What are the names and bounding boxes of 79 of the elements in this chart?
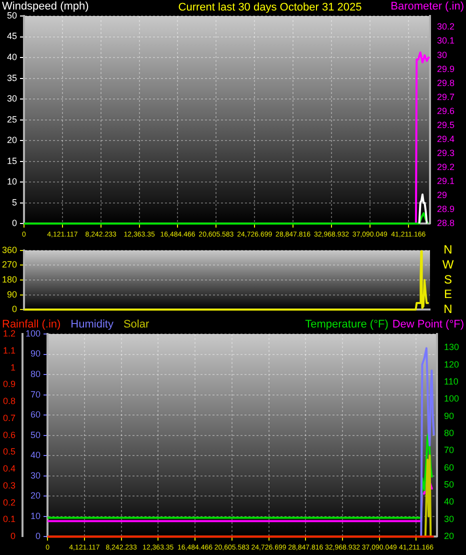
- y-tick-label: 100: [25, 328, 41, 338]
- y-tick-label: 20: [6, 135, 17, 146]
- y-tick-label: 70: [30, 389, 41, 400]
- y3-tick-label: 30: [444, 514, 454, 524]
- y-tick-label: 90: [6, 289, 17, 300]
- y2-tick-label: 29.7: [437, 92, 455, 102]
- y2-tick-label: 29: [437, 190, 448, 200]
- y-tick-label: 50: [6, 10, 17, 20]
- y3-tick-label: 70: [444, 445, 454, 456]
- y2-tick-label: 29.3: [437, 148, 455, 158]
- y2-tick-label: 30: [437, 50, 448, 60]
- y-tick-label: 40: [6, 52, 17, 62]
- text: Barometer (.in): [390, 0, 464, 13]
- y2-tick-label: 29.2: [437, 162, 455, 172]
- y2-tick-label: 1: [10, 362, 16, 372]
- y2-tick-label: 0.1: [2, 514, 16, 524]
- y3-tick-label: 80: [444, 428, 454, 438]
- y-tick-label: 25: [6, 114, 17, 124]
- y3-tick-label: 20: [444, 531, 454, 542]
- y-tick-label: 10: [30, 510, 41, 521]
- text: Solar: [123, 318, 150, 331]
- y-tick-label: 0: [12, 304, 17, 314]
- y2-tick-label: 30.1: [437, 36, 455, 46]
- y-tick-label: 360: [2, 244, 17, 255]
- y-tick-label: 45: [6, 31, 17, 42]
- y2-tick-label: 0.9: [2, 379, 16, 390]
- y2-tick-label: 1.1: [2, 345, 16, 356]
- text: N: [444, 302, 452, 316]
- y-tick-label: 30: [6, 94, 17, 104]
- y-tick-label: 15: [6, 156, 17, 166]
- y-tick-label: 5: [12, 197, 17, 208]
- y2-tick-label: 0.4: [2, 464, 16, 474]
- y3-tick-label: 40: [444, 496, 454, 507]
- y-tick-label: 30: [30, 470, 41, 480]
- y3-tick-label: 120: [444, 359, 460, 370]
- chart-title: Current last 30 days October 31 2025: [178, 2, 362, 14]
- y2-tick-label: 1.2: [2, 328, 16, 338]
- y2-tick-label: 0.6: [2, 430, 16, 440]
- y-tick-label: 80: [30, 369, 41, 380]
- y-tick-label: 60: [30, 410, 41, 420]
- y-tick-label: 40: [30, 450, 41, 460]
- text: Humidity: [70, 318, 114, 331]
- y-tick-label: 50: [30, 430, 41, 440]
- text: Windspeed (mph): [2, 0, 89, 13]
- y3-tick-label: 100: [444, 394, 460, 404]
- text: E: [444, 287, 452, 302]
- y2-tick-label: 0.7: [2, 412, 16, 423]
- y2-tick-label: 0.8: [2, 396, 16, 406]
- text: W: [442, 258, 454, 272]
- y2-tick-label: 29.8: [437, 78, 455, 88]
- y2-tick-label: 29.9: [437, 64, 455, 74]
- y2-tick-label: 0.5: [2, 446, 16, 457]
- y-tick-label: 10: [6, 176, 17, 187]
- y2-tick-label: 29.6: [437, 106, 455, 116]
- y2-tick-label: 28.8: [437, 218, 455, 228]
- text: S: [444, 272, 452, 286]
- y2-tick-label: 29.5: [437, 120, 455, 130]
- y-tick-label: 270: [2, 260, 17, 270]
- y3-tick-label: 60: [444, 462, 454, 472]
- y2-tick-label: 0.2: [2, 497, 16, 508]
- y-tick-label: 0: [12, 218, 17, 228]
- text: Temperature (°F): [305, 318, 388, 331]
- y3-tick-label: 50: [444, 480, 454, 490]
- y3-tick-label: 110: [444, 376, 458, 387]
- text: Dew Point (°F): [392, 318, 464, 331]
- y3-tick-label: 130: [444, 342, 460, 352]
- y-tick-label: 20: [30, 490, 41, 501]
- y2-tick-label: 0.3: [2, 480, 16, 490]
- y-tick-label: 180: [2, 274, 17, 284]
- y2-tick-label: 28.9: [437, 204, 455, 214]
- y-tick-label: 0: [36, 531, 41, 542]
- y3-tick-label: 90: [444, 410, 454, 421]
- y-tick-label: 90: [30, 348, 41, 359]
- text: Rainfall (.in): [2, 318, 61, 331]
- y-tick-label: 35: [6, 72, 17, 83]
- y2-tick-label: 29.4: [437, 134, 455, 144]
- y2-tick-label: 29.1: [437, 176, 455, 186]
- y2-tick-label: 30.2: [437, 22, 455, 32]
- text: N: [444, 242, 452, 257]
